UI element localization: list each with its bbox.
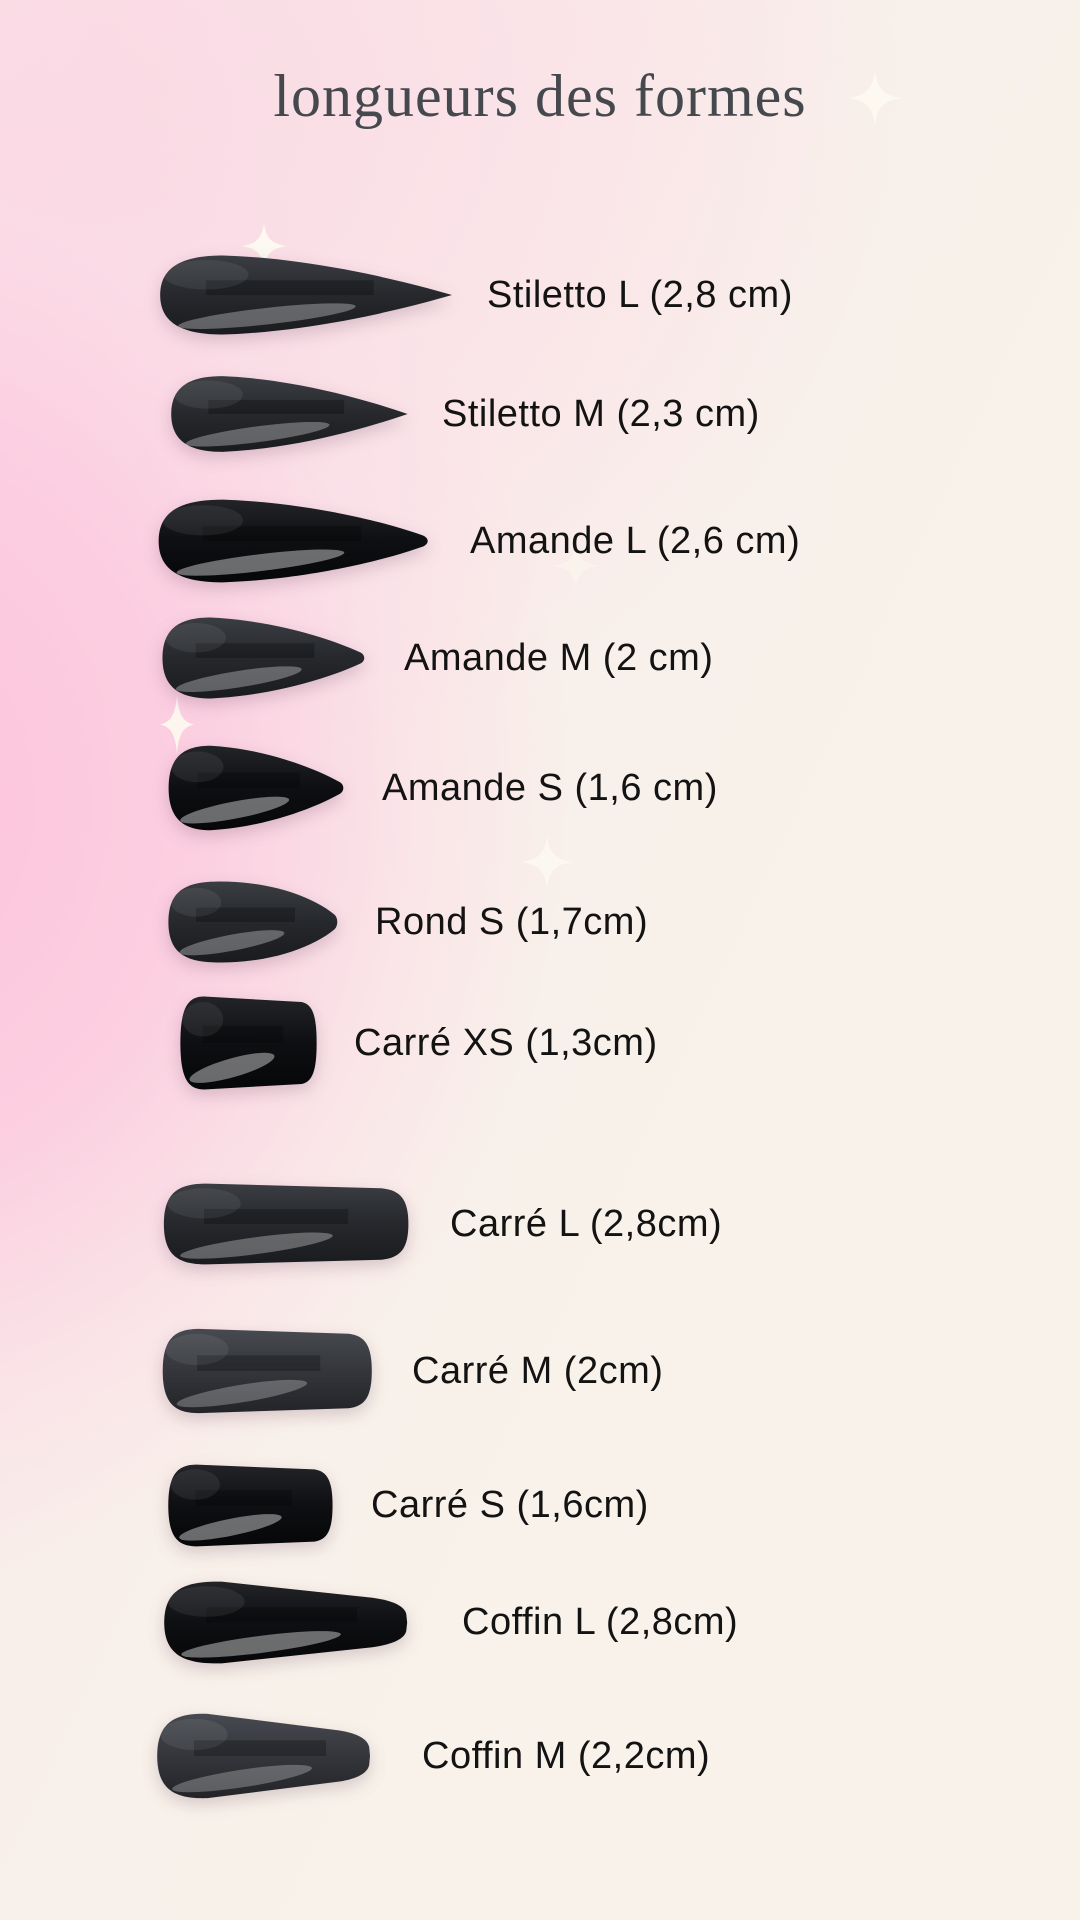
- shape-label: Amande M (2 cm): [404, 636, 714, 679]
- shape-row-stiletto-m: Stiletto M (2,3 cm): [163, 370, 760, 458]
- nail-image-stiletto: [163, 370, 410, 458]
- nail-image-carre: [176, 989, 322, 1097]
- shape-row-carre-l: Carré L (2,8cm): [156, 1177, 722, 1271]
- nail-image-coffin: [156, 1575, 430, 1670]
- shape-row-rond-s: Rond S (1,7cm): [163, 877, 648, 967]
- nail-image-stiletto: [150, 249, 455, 341]
- nail-image-rond: [163, 877, 343, 967]
- shape-label: Coffin M (2,2cm): [422, 1734, 711, 1777]
- shape-row-amande-l: Amande L (2,6 cm): [150, 494, 800, 588]
- nail-image-coffin: [150, 1707, 390, 1805]
- shape-row-carre-m: Carré M (2cm): [156, 1322, 663, 1420]
- shape-row-coffin-l: Coffin L (2,8cm): [156, 1575, 738, 1670]
- nail-image-amande: [163, 740, 350, 836]
- shape-label: Rond S (1,7cm): [375, 900, 649, 943]
- shape-label: Carré S (1,6cm): [371, 1483, 649, 1526]
- page-title: longueurs des formes: [273, 63, 807, 129]
- shape-label: Carré XS (1,3cm): [354, 1021, 658, 1064]
- shape-label: Stiletto M (2,3 cm): [442, 392, 760, 435]
- nail-image-amande: [150, 494, 438, 588]
- shape-row-carre-s: Carré S (1,6cm): [163, 1458, 649, 1553]
- shape-row-coffin-m: Coffin M (2,2cm): [150, 1707, 710, 1805]
- shape-row-amande-s: Amande S (1,6 cm): [163, 740, 718, 836]
- shape-label: Stiletto L (2,8 cm): [487, 273, 793, 316]
- shape-label: Amande S (1,6 cm): [382, 766, 718, 809]
- shape-label: Carré M (2cm): [412, 1349, 664, 1392]
- nail-image-amande: [156, 612, 372, 704]
- shape-row-carre-xs: Carré XS (1,3cm): [176, 989, 658, 1097]
- nail-image-carre: [163, 1458, 339, 1553]
- shape-label: Amande L (2,6 cm): [470, 519, 801, 562]
- shape-label: Carré L (2,8cm): [450, 1202, 723, 1245]
- nail-image-carre: [156, 1177, 418, 1271]
- shape-row-amande-m: Amande M (2 cm): [156, 612, 713, 704]
- shape-row-stiletto-l: Stiletto L (2,8 cm): [150, 249, 793, 341]
- nail-image-carre: [156, 1322, 380, 1420]
- shape-label: Coffin L (2,8cm): [462, 1600, 739, 1643]
